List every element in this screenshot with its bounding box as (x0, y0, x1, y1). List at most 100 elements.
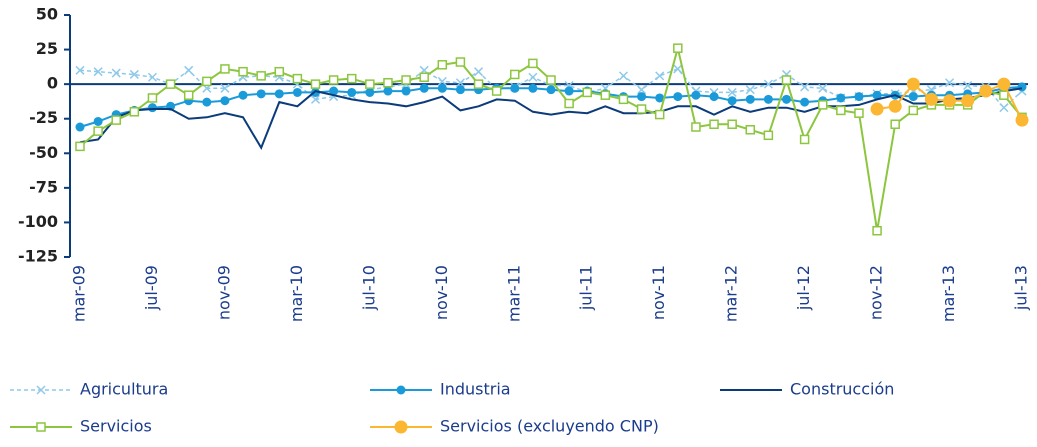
point-x (455, 78, 465, 88)
point (365, 87, 375, 97)
point (510, 83, 520, 93)
point (383, 78, 393, 88)
point (636, 104, 647, 114)
point (961, 94, 975, 108)
point (347, 87, 357, 97)
x-tick-label: jul-13 (1012, 265, 1031, 311)
point (691, 122, 701, 132)
point (890, 119, 900, 129)
point (872, 90, 882, 100)
point (818, 83, 828, 93)
point (637, 85, 647, 95)
point-x (474, 67, 484, 77)
point (906, 77, 920, 91)
point-x (220, 83, 230, 93)
point (437, 60, 448, 70)
y-tick-label: -75 (29, 177, 58, 196)
point (75, 122, 85, 132)
point (528, 58, 538, 69)
point (147, 103, 157, 113)
point (510, 69, 520, 80)
legend-label: Industria (440, 380, 511, 399)
point-x (618, 71, 628, 81)
point (455, 57, 466, 67)
point (745, 94, 755, 104)
point (383, 86, 393, 96)
point (870, 102, 884, 116)
point (1015, 113, 1029, 127)
point-x (437, 76, 447, 86)
point-x (763, 79, 773, 89)
point (528, 83, 538, 93)
point (346, 73, 357, 84)
point (908, 92, 918, 102)
point (908, 105, 919, 116)
point (854, 108, 864, 118)
point (455, 85, 465, 95)
point (220, 64, 230, 74)
point (836, 93, 846, 103)
x-tick-label: nov-12 (867, 265, 886, 320)
point (836, 105, 846, 116)
legend-label: Agricultura (80, 380, 168, 399)
point (655, 93, 665, 103)
point (274, 66, 285, 77)
legend-label: Construcción (790, 380, 894, 399)
point (709, 92, 719, 102)
point-x (75, 65, 85, 75)
y-tick-label: 0 (47, 74, 58, 93)
point (220, 83, 230, 93)
legend-marker (394, 420, 408, 434)
point-x (727, 87, 737, 97)
point (183, 90, 194, 100)
point-x (800, 82, 810, 92)
point-x (184, 65, 194, 75)
x-tick-label: mar-11 (504, 265, 523, 322)
point (888, 99, 902, 113)
series (75, 82, 1027, 132)
point (93, 126, 103, 136)
legend-label: Servicios (excluyendo CNP) (440, 417, 659, 436)
point (673, 92, 683, 102)
point (782, 94, 791, 104)
point (111, 115, 121, 125)
point (238, 66, 248, 77)
point (528, 72, 538, 82)
point (147, 72, 157, 82)
point (220, 96, 230, 106)
point (763, 79, 773, 89)
point (763, 130, 774, 141)
point (854, 92, 864, 102)
x-tick-label: mar-10 (287, 265, 306, 322)
point (673, 64, 683, 74)
point (727, 96, 737, 106)
x-tick-label: jul-11 (577, 265, 596, 311)
y-tick-label: 50 (36, 5, 58, 24)
point (781, 75, 792, 85)
series (79, 87, 1023, 151)
x-tick-label: nov-11 (649, 265, 668, 320)
point-x (637, 85, 647, 95)
point-x (310, 94, 321, 104)
point (75, 141, 85, 152)
point (75, 65, 85, 75)
point (763, 94, 773, 104)
point (292, 73, 303, 84)
point (202, 76, 212, 87)
y-tick-label: -125 (18, 247, 58, 266)
legend-item: Industria (370, 380, 511, 399)
point (691, 90, 701, 100)
point-x (818, 83, 828, 93)
point (727, 119, 737, 129)
point (93, 67, 103, 77)
legend-item: Servicios (10, 417, 152, 436)
point (256, 71, 266, 81)
series (75, 43, 1027, 236)
point-x (999, 103, 1009, 113)
x-tick-label: jul-09 (142, 265, 161, 311)
series-line (79, 87, 1023, 151)
x-tick-label: nov-09 (214, 265, 233, 320)
legend-item: Construcción (720, 380, 894, 399)
point-x (745, 85, 755, 95)
point (93, 116, 103, 126)
